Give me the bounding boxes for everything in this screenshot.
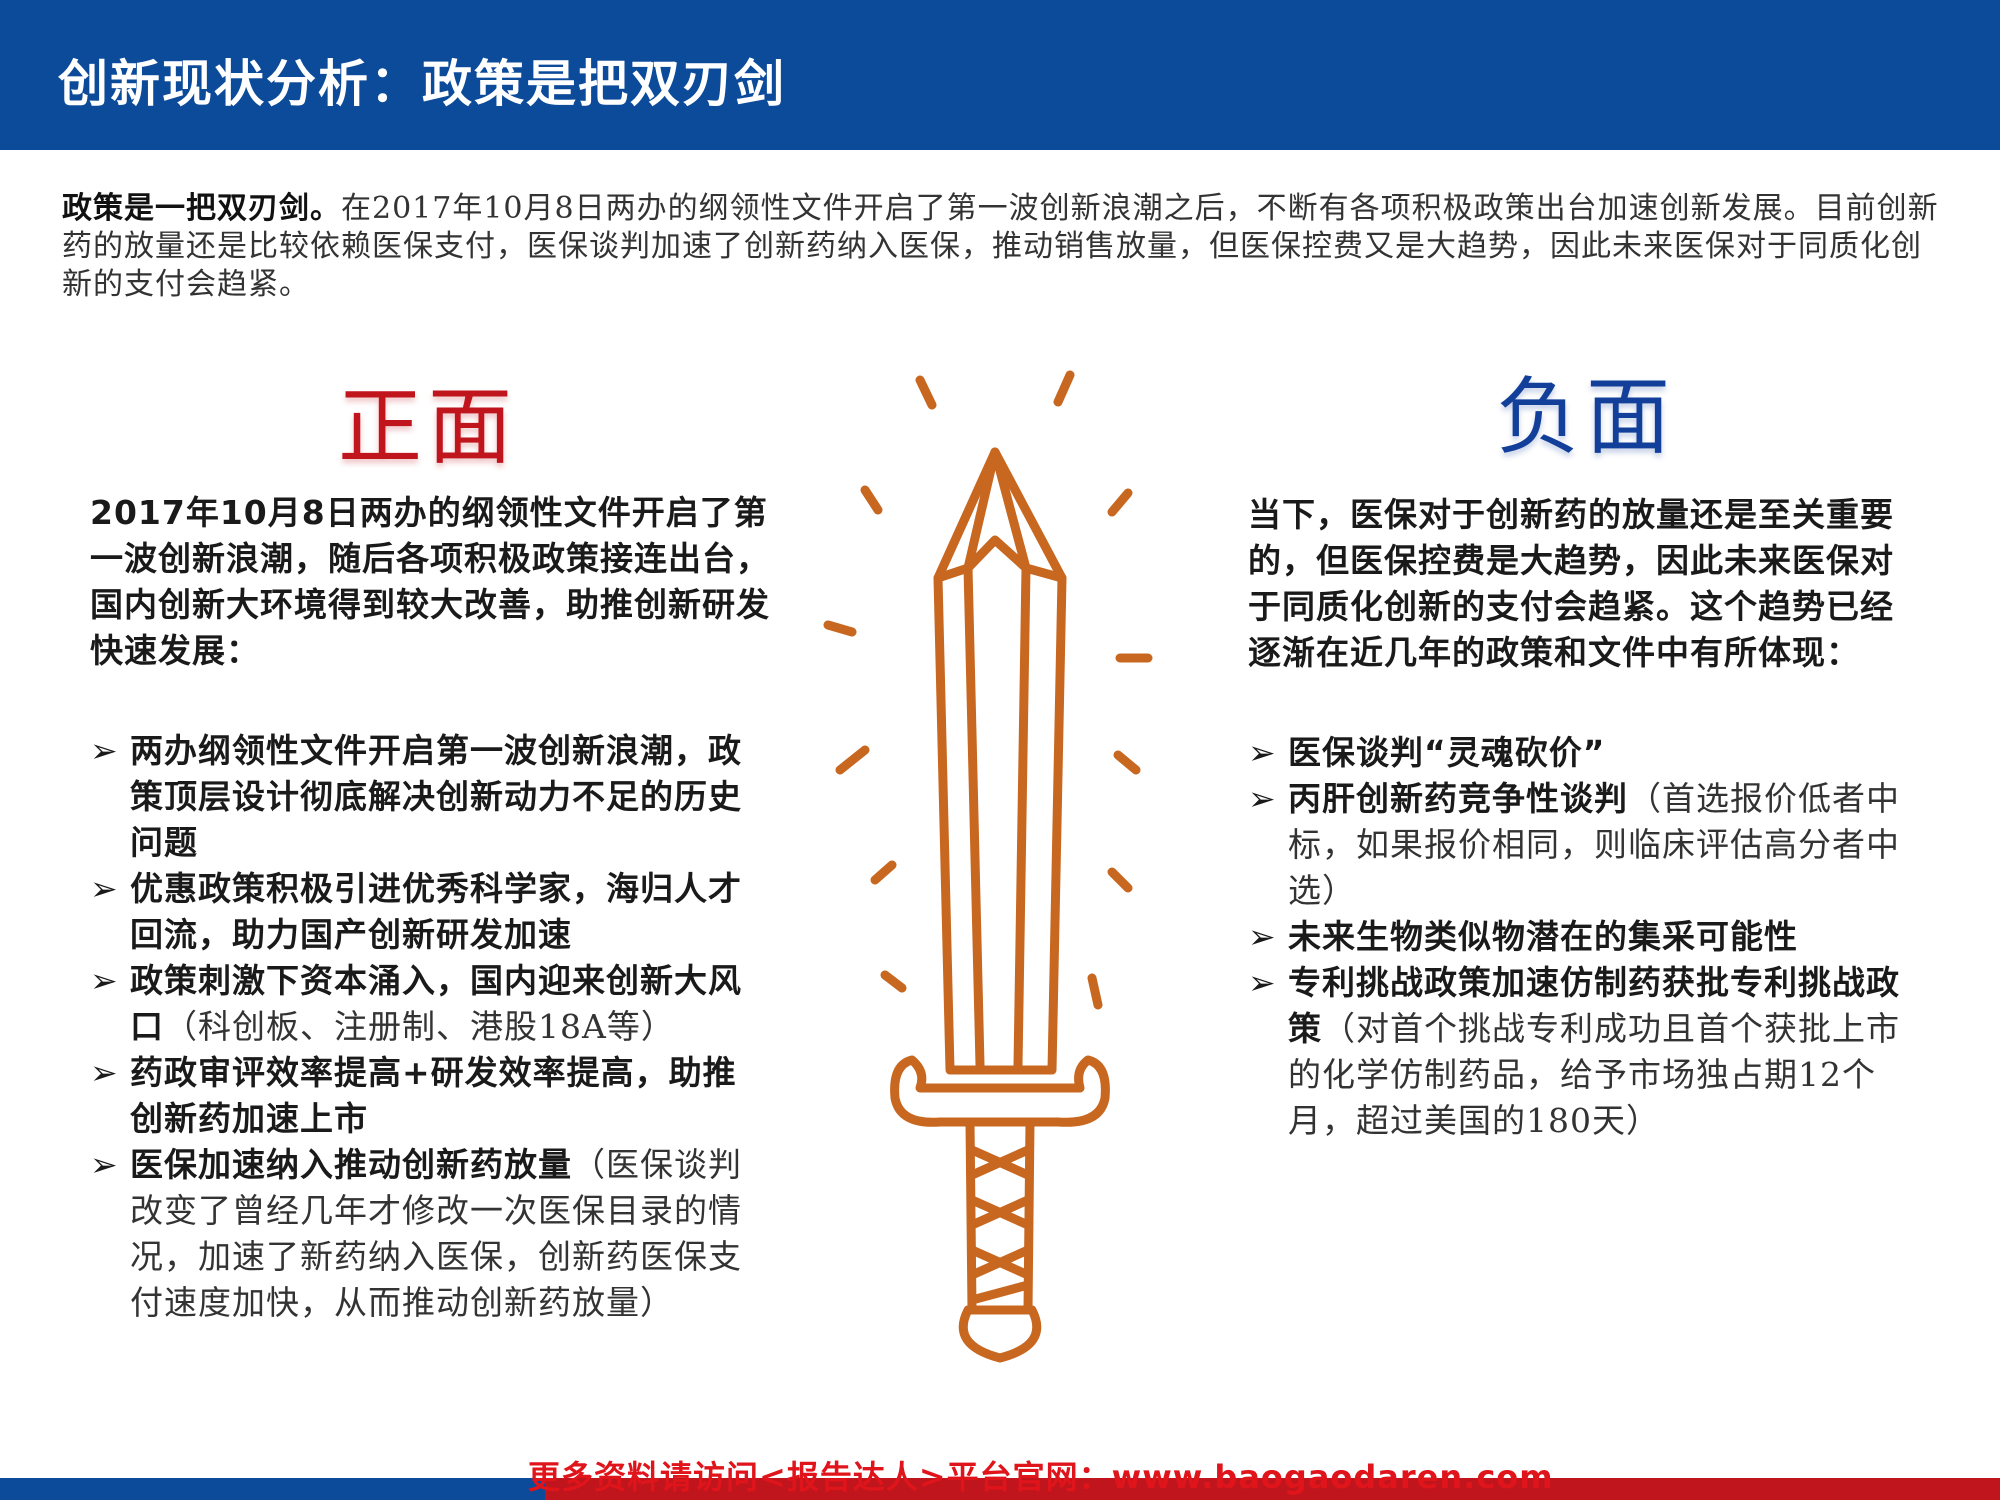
positive-summary: 2017年10月8日两办的纲领性文件开启了第一波创新浪潮，随后各项积极政策接连出… bbox=[90, 493, 770, 670]
bullet-arrow-icon: ➢ bbox=[90, 961, 119, 1000]
positive-item: ➢ 优惠政策积极引进优秀科学家，海归人才回流，助力国产创新研发加速 bbox=[90, 866, 770, 958]
footer-bar-red bbox=[545, 1478, 2000, 1500]
positive-item-note: （科创板、注册制、港股18A等） bbox=[164, 1007, 675, 1046]
negative-item-bold: 医保谈判“灵魂砍价” bbox=[1288, 733, 1606, 772]
positive-item-bold: 政策刺激下资本涌入，国内迎来创新大风口 bbox=[130, 961, 742, 1046]
positive-item-bold: 优惠政策积极引进优秀科学家，海归人才回流，助力国产创新研发加速 bbox=[130, 869, 742, 954]
sword-icon bbox=[823, 370, 1153, 1363]
negative-heading: 负面 bbox=[1496, 368, 1677, 466]
negative-item-bold: 未来生物类似物潜在的集采可能性 bbox=[1288, 917, 1798, 956]
footer-bar-blue bbox=[0, 1478, 545, 1500]
negative-summary: 当下，医保对于创新药的放量还是至关重要的，但医保控费是大趋势，因此未来医保对于同… bbox=[1248, 495, 1894, 672]
positive-item: ➢ 两办纲领性文件开启第一波创新浪潮，政策顶层设计彻底解决创新动力不足的历史问题 bbox=[90, 728, 770, 866]
positive-list: ➢ 两办纲领性文件开启第一波创新浪潮，政策顶层设计彻底解决创新动力不足的历史问题 … bbox=[90, 728, 770, 1326]
bullet-arrow-icon: ➢ bbox=[90, 869, 119, 908]
header-bar: 创新现状分析：政策是把双刃剑 bbox=[0, 0, 2000, 150]
positive-heading: 正面 bbox=[338, 378, 519, 476]
bullet-arrow-icon: ➢ bbox=[90, 731, 119, 770]
sword-illustration bbox=[800, 360, 1200, 1380]
positive-item: ➢ 政策刺激下资本涌入，国内迎来创新大风口（科创板、注册制、港股18A等） bbox=[90, 958, 770, 1050]
positive-item: ➢ 药政审评效率提高+研发效率提高，助推创新药加速上市 bbox=[90, 1050, 770, 1142]
positive-item-bold: 医保加速纳入推动创新药放量 bbox=[130, 1145, 572, 1184]
intro-lead: 政策是一把双刃剑。 bbox=[62, 191, 341, 226]
bullet-arrow-icon: ➢ bbox=[1248, 917, 1277, 956]
page-title: 创新现状分析：政策是把双刃剑 bbox=[58, 55, 786, 113]
negative-item-bold: 专利挑战政策加速仿制药获批专利挑战政策 bbox=[1288, 963, 1900, 1048]
bullet-arrow-icon: ➢ bbox=[1248, 963, 1277, 1002]
negative-item: ➢ 医保谈判“灵魂砍价” bbox=[1248, 730, 1918, 776]
negative-list: ➢ 医保谈判“灵魂砍价” ➢ 丙肝创新药竞争性谈判（首选报价低者中标，如果报价相同，… bbox=[1248, 730, 1918, 1144]
bullet-arrow-icon: ➢ bbox=[1248, 733, 1277, 772]
negative-item-note: （首选报价低者中标，如果报价相同，则临床评估高分者中选） bbox=[1288, 779, 1900, 910]
positive-item-bold: 两办纲领性文件开启第一波创新浪潮，政策顶层设计彻底解决创新动力不足的历史问题 bbox=[130, 731, 742, 862]
positive-column: 2017年10月8日两办的纲领性文件开启了第一波创新浪潮，随后各项积极政策接连出… bbox=[90, 490, 770, 1326]
footer-link[interactable]: 更多资料请访问<报告达人>平台官网：www.baogaodaren.com bbox=[528, 1458, 1554, 1496]
bullet-arrow-icon: ➢ bbox=[1248, 779, 1277, 818]
negative-item-note: （对首个挑战专利成功且首个获批上市的化学仿制药品，给予市场独占期12个月，超过美… bbox=[1288, 1009, 1900, 1140]
bullet-arrow-icon: ➢ bbox=[90, 1145, 119, 1184]
negative-column: 当下，医保对于创新药的放量还是至关重要的，但医保控费是大趋势，因此未来医保对于同… bbox=[1248, 492, 1918, 1144]
positive-item: ➢ 医保加速纳入推动创新药放量（医保谈判改变了曾经几年才修改一次医保目录的情况，加… bbox=[90, 1142, 770, 1326]
negative-item: ➢ 未来生物类似物潜在的集采可能性 bbox=[1248, 914, 1918, 960]
bullet-arrow-icon: ➢ bbox=[90, 1053, 119, 1092]
intro-text: 在2017年10月8日两办的纲领性文件开启了第一波创新浪潮之后，不断有各项积极政… bbox=[62, 191, 1939, 302]
intro-paragraph: 政策是一把双刃剑。在2017年10月8日两办的纲领性文件开启了第一波创新浪潮之后… bbox=[62, 190, 1952, 304]
negative-item: ➢ 丙肝创新药竞争性谈判（首选报价低者中标，如果报价相同，则临床评估高分者中选） bbox=[1248, 776, 1918, 914]
positive-item-note: （医保谈判改变了曾经几年才修改一次医保目录的情况，加速了新药纳入医保，创新药医保… bbox=[130, 1145, 742, 1322]
negative-item-bold: 丙肝创新药竞争性谈判 bbox=[1288, 779, 1628, 818]
positive-item-bold: 药政审评效率提高+研发效率提高，助推创新药加速上市 bbox=[130, 1053, 737, 1138]
negative-item: ➢ 专利挑战政策加速仿制药获批专利挑战政策（对首个挑战专利成功且首个获批上市的化学… bbox=[1248, 960, 1918, 1144]
